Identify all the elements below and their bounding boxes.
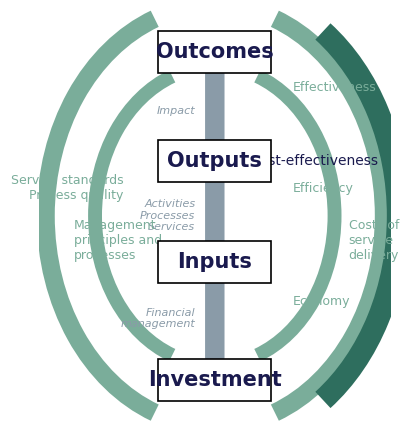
Text: Inputs: Inputs [177, 252, 252, 272]
FancyBboxPatch shape [158, 140, 271, 182]
Text: Investment: Investment [148, 370, 281, 390]
Text: Costs of
service
delivery: Costs of service delivery [349, 220, 399, 262]
Text: Financial
management: Financial management [121, 308, 196, 330]
FancyBboxPatch shape [158, 241, 271, 283]
Text: Economy: Economy [292, 295, 350, 308]
Text: Impact: Impact [157, 106, 196, 115]
Text: Activities
Processes
Services: Activities Processes Services [140, 199, 196, 232]
FancyBboxPatch shape [158, 31, 271, 73]
Text: Service standards
Process quality: Service standards Process quality [11, 174, 123, 202]
Text: Outputs: Outputs [167, 151, 262, 171]
Text: Effectiveness: Effectiveness [292, 81, 376, 94]
Text: Efficiency: Efficiency [292, 182, 353, 195]
FancyBboxPatch shape [158, 359, 271, 401]
Text: Cost-effectiveness: Cost-effectiveness [251, 154, 379, 168]
Text: Management
principles and
processes: Management principles and processes [74, 220, 162, 262]
Text: Outcomes: Outcomes [156, 42, 274, 62]
